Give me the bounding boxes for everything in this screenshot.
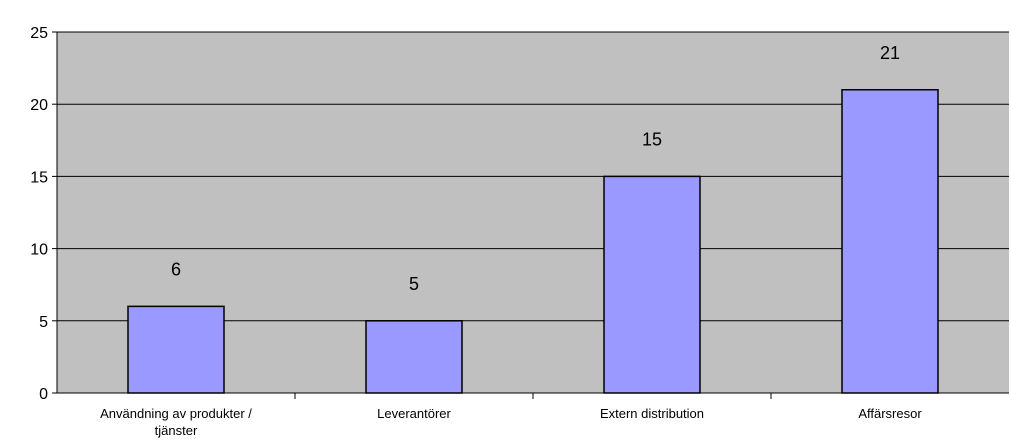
y-tick-label: 20 xyxy=(30,97,48,114)
data-label: 15 xyxy=(642,129,662,149)
data-label: 21 xyxy=(880,43,900,63)
bars xyxy=(127,89,939,394)
y-tick-label: 10 xyxy=(30,242,48,259)
x-category-label: Affärsresor xyxy=(858,406,922,421)
bar xyxy=(603,175,701,394)
x-category-label: tjänster xyxy=(155,423,198,438)
bar xyxy=(841,89,939,394)
y-tick-label: 25 xyxy=(30,25,48,42)
data-labels: 6 5 15 21 xyxy=(171,43,900,294)
x-category-label: Extern distribution xyxy=(600,406,704,421)
bar xyxy=(365,320,463,394)
x-category-labels: Användning av produkter / tjänster Leveran… xyxy=(100,406,922,438)
x-category-label: Leverantörer xyxy=(377,406,451,421)
x-category-label: Användning av produkter / xyxy=(100,406,252,421)
y-tick-label: 0 xyxy=(39,386,48,403)
data-label: 5 xyxy=(409,274,419,294)
y-tick-label: 5 xyxy=(39,314,48,331)
y-tick-label: 15 xyxy=(30,169,48,186)
bar xyxy=(127,305,225,394)
axes xyxy=(52,32,1009,399)
data-label: 6 xyxy=(171,259,181,279)
y-tick-labels: 0 5 10 15 20 25 xyxy=(30,25,57,403)
